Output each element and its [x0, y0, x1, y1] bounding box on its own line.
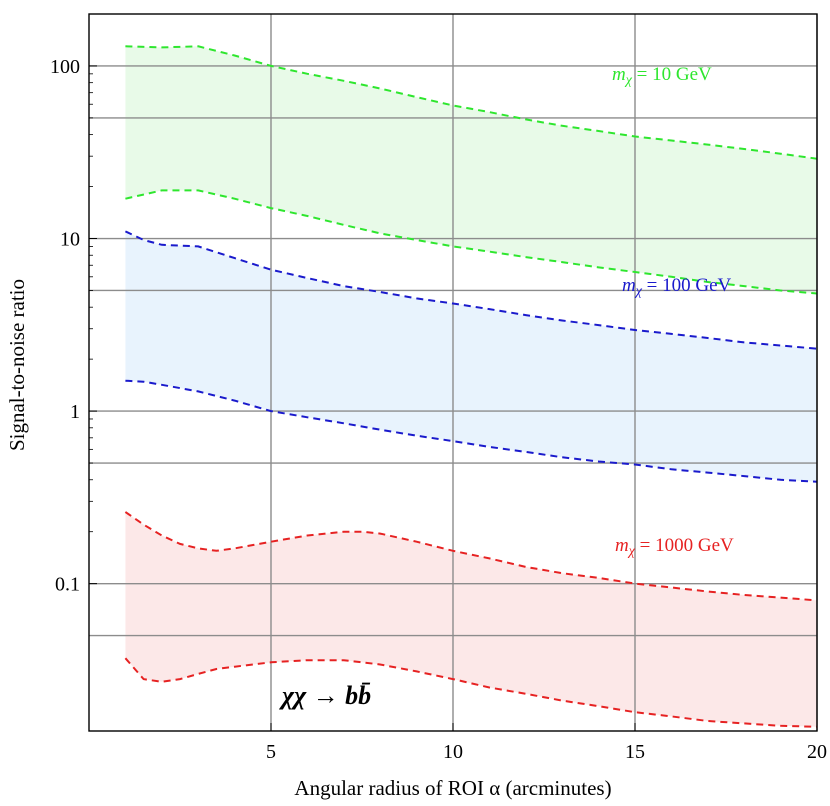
x-tick-label: 20 — [807, 741, 827, 763]
series-1-upper-line — [124, 230, 818, 350]
bands-layer — [125, 46, 817, 727]
x-tick-label: 15 — [625, 741, 645, 763]
y-tick-label: 1 — [70, 401, 80, 423]
band-1 — [125, 231, 817, 482]
curves-layer — [124, 45, 818, 728]
series-1-lower-line — [125, 379, 818, 483]
y-tick-label: 100 — [50, 56, 80, 78]
series-0-label: mχ = 10 GeV — [612, 64, 712, 88]
x-tick-label: 5 — [266, 741, 276, 763]
series-2-upper-line — [124, 511, 818, 602]
series-0-upper-line — [125, 45, 818, 160]
process-annotation: χχ → bb̄ — [279, 681, 371, 710]
series-2-label: mχ = 1000 GeV — [615, 535, 734, 559]
grid-layer — [89, 14, 818, 731]
x-tick-label: 10 — [443, 741, 463, 763]
band-0 — [125, 46, 817, 294]
y-tick-label: 0.1 — [55, 574, 80, 596]
series-2-lower-line — [124, 657, 818, 728]
band-labels: mχ = 10 GeV mχ = 100 GeV mχ = 1000 GeV — [612, 64, 734, 559]
y-tick-label: 10 — [60, 229, 80, 251]
ticks-layer: 5 10 15 20 0.1 1 10 100 — [50, 13, 827, 763]
x-axis-label: Angular radius of ROI α (arcminutes) — [294, 776, 611, 800]
y-axis-label: Signal-to-noise ratio — [5, 279, 29, 451]
series-1-label: mχ = 100 GeV — [622, 275, 732, 299]
series-0-lower-line — [125, 189, 818, 295]
band-2 — [125, 512, 817, 727]
